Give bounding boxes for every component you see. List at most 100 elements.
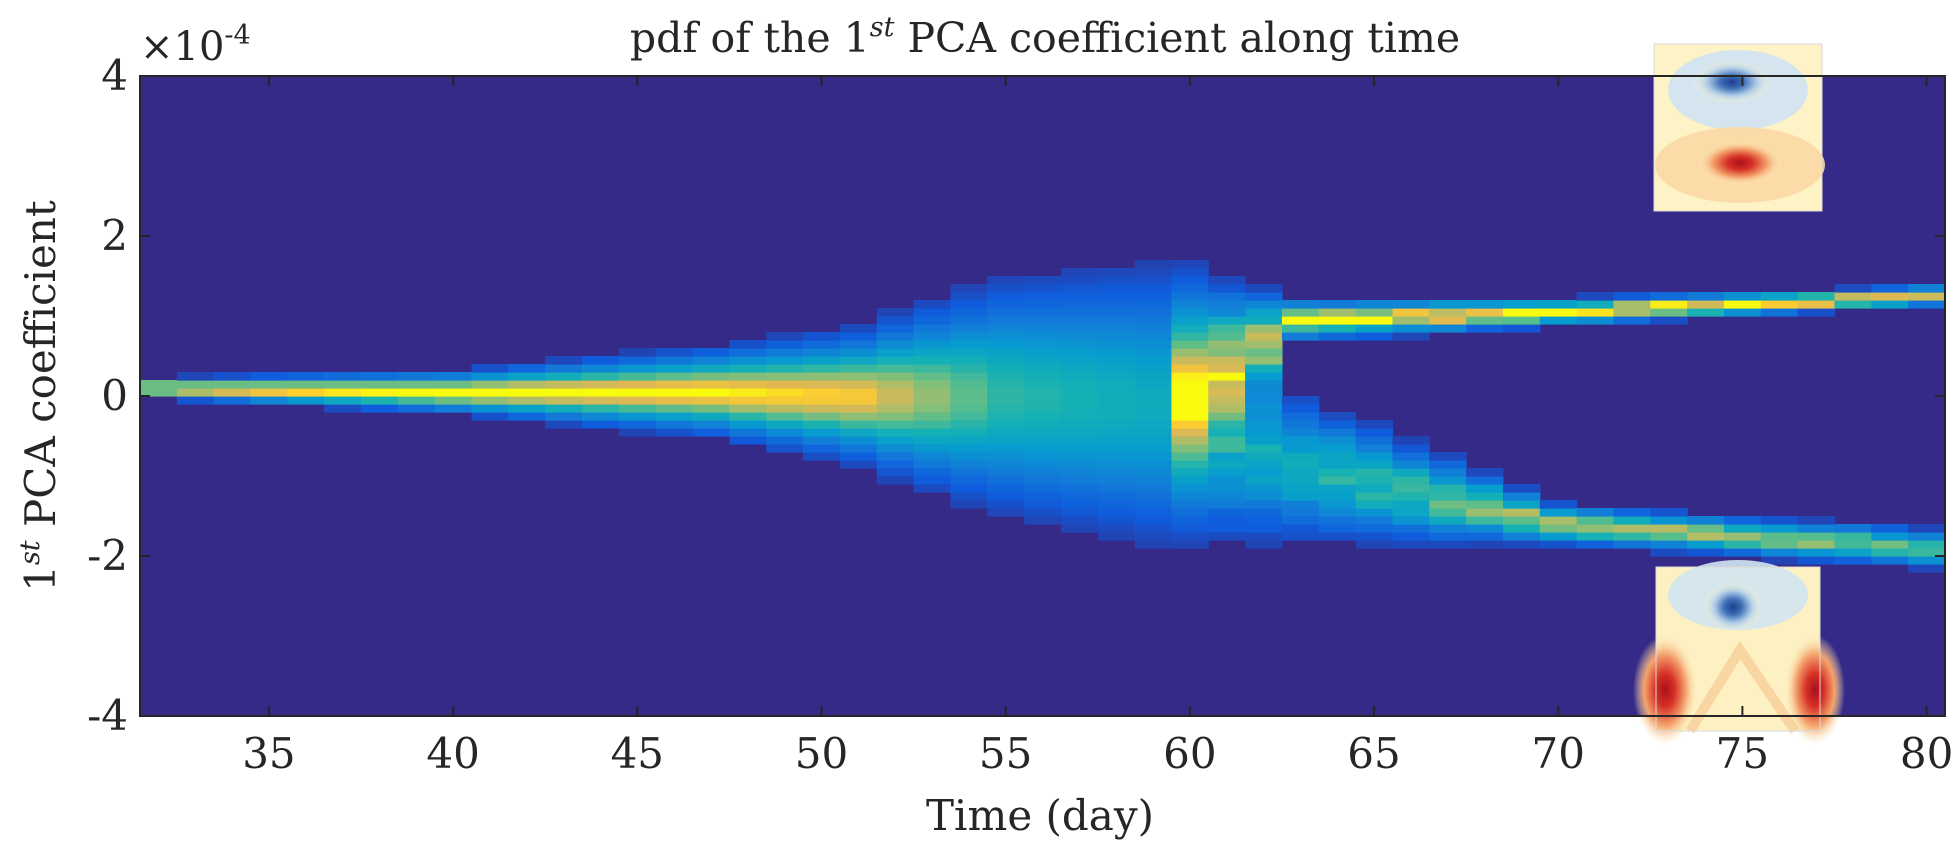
heatmap-cell: [766, 428, 804, 437]
heatmap-cell: [582, 420, 620, 429]
heatmap-cell: [1502, 524, 1541, 533]
heatmap-cell: [913, 372, 952, 381]
heatmap-cell: [839, 404, 878, 413]
heatmap-cell: [176, 396, 215, 405]
heatmap-cell: [876, 468, 915, 477]
heatmap-cell: [1318, 316, 1357, 325]
heatmap-cell: [1171, 404, 1209, 413]
heatmap-cell: [1060, 308, 1099, 317]
heatmap-cell: [1723, 308, 1762, 317]
heatmap-cell: [545, 388, 583, 397]
heatmap-cell: [1097, 364, 1136, 373]
heatmap-cell: [1466, 492, 1504, 501]
heatmap-cell: [1355, 484, 1394, 493]
heatmap-cell: [1024, 348, 1062, 357]
heatmap-cell: [1466, 324, 1504, 333]
heatmap-cell: [1392, 460, 1430, 469]
heatmap-cell: [471, 404, 509, 413]
heatmap-cell: [1576, 540, 1615, 549]
heatmap-cell: [1687, 292, 1725, 301]
heatmap-cell: [1171, 332, 1209, 341]
heatmap-cell: [729, 436, 767, 445]
heatmap-cell: [508, 380, 546, 389]
heatmap-cell: [1134, 532, 1173, 541]
heatmap-cell: [1797, 540, 1836, 549]
heatmap-cell: [1834, 548, 1872, 557]
heatmap-cell: [1208, 388, 1246, 397]
heatmap-cell: [1466, 516, 1504, 525]
heatmap-cell: [1576, 316, 1615, 325]
heatmap-cell: [1134, 316, 1173, 325]
heatmap-cell: [729, 364, 767, 373]
heatmap-cell: [1281, 492, 1320, 501]
heatmap-cell: [140, 388, 178, 397]
heatmap-cell: [1466, 532, 1504, 541]
heatmap-cell: [1834, 540, 1872, 549]
heatmap-cell: [1576, 308, 1615, 317]
heatmap-cell: [1097, 452, 1136, 461]
heatmap-cell: [839, 340, 878, 349]
heatmap-cell: [1171, 356, 1209, 365]
heatmap-cell: [876, 308, 915, 317]
heatmap-cell: [1871, 532, 1909, 541]
heatmap-cell: [839, 348, 878, 357]
heatmap-cell: [1024, 444, 1062, 453]
heatmap-cell: [1318, 308, 1357, 317]
heatmap-cell: [1208, 420, 1246, 429]
heatmap-cell: [1024, 380, 1062, 389]
heatmap-cell: [1355, 452, 1394, 461]
heatmap-cell: [1171, 276, 1209, 285]
heatmap-cell: [1134, 484, 1173, 493]
heatmap-cell: [987, 276, 1025, 285]
heatmap-cell: [1245, 356, 1283, 365]
heatmap-cell: [1392, 516, 1430, 525]
heatmap-cell: [766, 436, 804, 445]
heatmap-cell: [1024, 364, 1062, 373]
heatmap-cell: [839, 428, 878, 437]
heatmap-cell: [987, 300, 1025, 309]
heatmap-cell: [729, 348, 767, 357]
heatmap-cell: [1171, 268, 1209, 277]
heatmap-cell: [1024, 300, 1062, 309]
heatmap-cell: [1171, 444, 1209, 453]
heatmap-cell: [1245, 492, 1283, 501]
heatmap-cell: [1429, 508, 1467, 517]
heatmap-cell: [1871, 292, 1909, 301]
heatmap-cell: [803, 332, 841, 341]
heatmap-cell: [1687, 516, 1725, 525]
heatmap-cell: [803, 428, 841, 437]
heatmap-cell: [1281, 444, 1320, 453]
heatmap-cell: [655, 372, 694, 381]
heatmap-cell: [1650, 316, 1688, 325]
y-axis-label: 1st PCA coefficient: [15, 200, 65, 592]
heatmap-cell: [1429, 492, 1467, 501]
heatmap-cell: [1208, 436, 1246, 445]
heatmap-cell: [1281, 468, 1320, 477]
heatmap-cell: [1466, 540, 1504, 549]
heatmap-cell: [1466, 508, 1504, 517]
heatmap-cell: [1097, 388, 1136, 397]
heatmap-cell: [1208, 324, 1246, 333]
heatmap-cell: [1245, 372, 1283, 381]
heatmap-cell: [1687, 532, 1725, 541]
y-axis-ticks: -4 -2 0 2 4: [87, 51, 1945, 740]
heatmap-cell: [1060, 364, 1099, 373]
heatmap-cell: [803, 348, 841, 357]
heatmap-cell: [803, 356, 841, 365]
heatmap-cell: [1134, 268, 1173, 277]
heatmap-cell: [1171, 484, 1209, 493]
heatmap-cell: [1060, 452, 1099, 461]
heatmap-cell: [987, 364, 1025, 373]
heatmap-cell: [1060, 404, 1099, 413]
heatmap-cell: [1024, 492, 1062, 501]
heatmap-cell: [1171, 452, 1209, 461]
heatmap-cell: [692, 412, 730, 421]
heatmap-cell: [1281, 484, 1320, 493]
heatmap-cell: [1723, 524, 1762, 533]
heatmap-cell: [1355, 516, 1394, 525]
heatmap-cell: [508, 388, 546, 397]
heatmap-cell: [1281, 436, 1320, 445]
heatmap-cell: [1687, 524, 1725, 533]
heatmap-cell: [1466, 468, 1504, 477]
